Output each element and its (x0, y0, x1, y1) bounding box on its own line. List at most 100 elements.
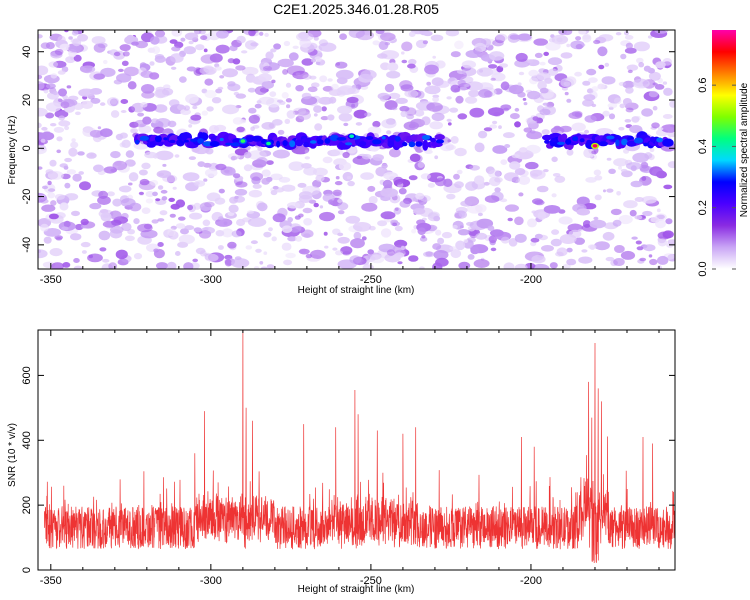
spectrogram-blob (73, 258, 80, 263)
spectrogram-blob (153, 154, 158, 159)
spectrogram-blob (514, 107, 520, 112)
spectrogram-blob (525, 144, 541, 154)
spectrogram-blob (235, 181, 248, 188)
spectrogram-blob (433, 215, 441, 222)
spectrogram-blob (656, 170, 667, 179)
spectrogram-blob (397, 261, 403, 265)
spectrogram-blob (78, 171, 84, 175)
band-core (615, 139, 620, 147)
spectrogram-blob (452, 224, 458, 229)
spectrogram-blob (56, 149, 61, 154)
spectrogram-blob (81, 100, 94, 109)
spectrogram-blob (519, 147, 528, 153)
spectrogram-blob (50, 73, 58, 79)
spectrogram-blob (656, 208, 661, 213)
spectrogram-blob (613, 258, 625, 266)
spectrogram-blob (650, 216, 660, 223)
spectrogram-blob (398, 188, 407, 195)
spectrogram-blob (203, 48, 208, 53)
spectrogram-blob (509, 161, 521, 170)
spectrogram-blob (257, 147, 263, 151)
band-core (402, 142, 408, 147)
spectrogram-blob (400, 110, 408, 118)
spectrogram-blob (121, 139, 131, 148)
spectrogram-blob (337, 199, 343, 203)
spectrogram-blob (182, 172, 200, 182)
spectrogram-blob (100, 102, 106, 106)
x-tick-label: -250 (360, 274, 382, 286)
spectrogram-blob (500, 159, 508, 166)
spectrogram-blob (408, 31, 416, 37)
spectrogram-blob (112, 198, 122, 207)
spectrogram-blob (45, 42, 55, 50)
spectrogram-blob (39, 131, 55, 141)
spectrogram-blob (642, 210, 653, 217)
spectrogram-blob (38, 34, 43, 39)
spectrogram-blob (408, 58, 417, 66)
spectrogram-blob (59, 43, 71, 51)
spectrogram-blob (531, 263, 550, 269)
spectrogram-blob (332, 189, 342, 196)
spectrogram-blob (414, 109, 425, 117)
spectrogram-blob (618, 81, 627, 87)
spectrogram-blob (350, 238, 365, 249)
band-core (184, 139, 189, 143)
spectrogram-blob (575, 36, 582, 41)
spectrogram-blob (474, 42, 486, 53)
spectrogram-blob (286, 104, 291, 109)
spectrogram-blob (56, 136, 63, 142)
spectrogram-blob (562, 36, 568, 43)
spectrogram-blob (582, 99, 594, 107)
spectrogram-blob (80, 241, 91, 248)
spectrogram-blob (648, 71, 661, 81)
spectrogram-blob (186, 66, 197, 72)
spectrogram-blob (78, 88, 95, 97)
spectrogram-blob (231, 230, 242, 238)
spectrogram-blob (474, 175, 485, 185)
spectrogram-blob (302, 207, 313, 214)
spectrogram-blob (490, 229, 504, 237)
spectrogram-blob (201, 226, 215, 234)
spectrogram-blob (641, 108, 653, 117)
spectrogram-blob (47, 192, 56, 199)
spectrogram-blob (110, 110, 120, 118)
spectrogram-blob (40, 223, 49, 232)
spectrogram-blob (171, 30, 183, 37)
spectrogram-blob (337, 105, 353, 115)
spectrogram-blob (591, 150, 596, 154)
spectrogram-blob (64, 182, 71, 189)
spectrogram-blob (643, 244, 656, 252)
x-tick-label: -350 (40, 274, 62, 286)
spectrogram-blob (103, 166, 117, 174)
band-core (606, 135, 615, 140)
spectrogram-blob (362, 153, 372, 160)
spectrogram-blob (310, 249, 326, 259)
spectrogram-blob (298, 248, 310, 255)
band-core (209, 141, 220, 147)
spectrogram-blob (168, 99, 180, 107)
spectrogram-blob (57, 35, 66, 44)
spectrogram-blob (349, 255, 362, 264)
spectrogram-blob (514, 233, 527, 243)
spectrogram-blob (386, 130, 392, 135)
spectrogram-blob (313, 105, 323, 113)
spectrogram-blob (559, 234, 577, 244)
spectrogram-blob (304, 156, 310, 160)
spectrogram-blob (597, 46, 608, 57)
spectrogram-blob (141, 91, 155, 99)
spectrogram-blob (435, 80, 450, 88)
spectrogram-blob (490, 77, 496, 81)
spectrogram-blob (252, 183, 262, 189)
spectrogram-blob (562, 263, 571, 269)
spectrogram-blob (58, 120, 71, 127)
colorbar-tick-label: 0.4 (697, 139, 709, 154)
spectrogram-blob (375, 30, 385, 35)
spectrogram-blob (48, 188, 56, 192)
spectrogram-blob (106, 191, 115, 197)
spectrogram-blob (602, 110, 610, 117)
spectrogram-blob (504, 144, 511, 148)
spectrogram-blob (622, 80, 635, 89)
spectrogram-blob (461, 67, 477, 77)
spectrogram-blob (339, 33, 347, 40)
